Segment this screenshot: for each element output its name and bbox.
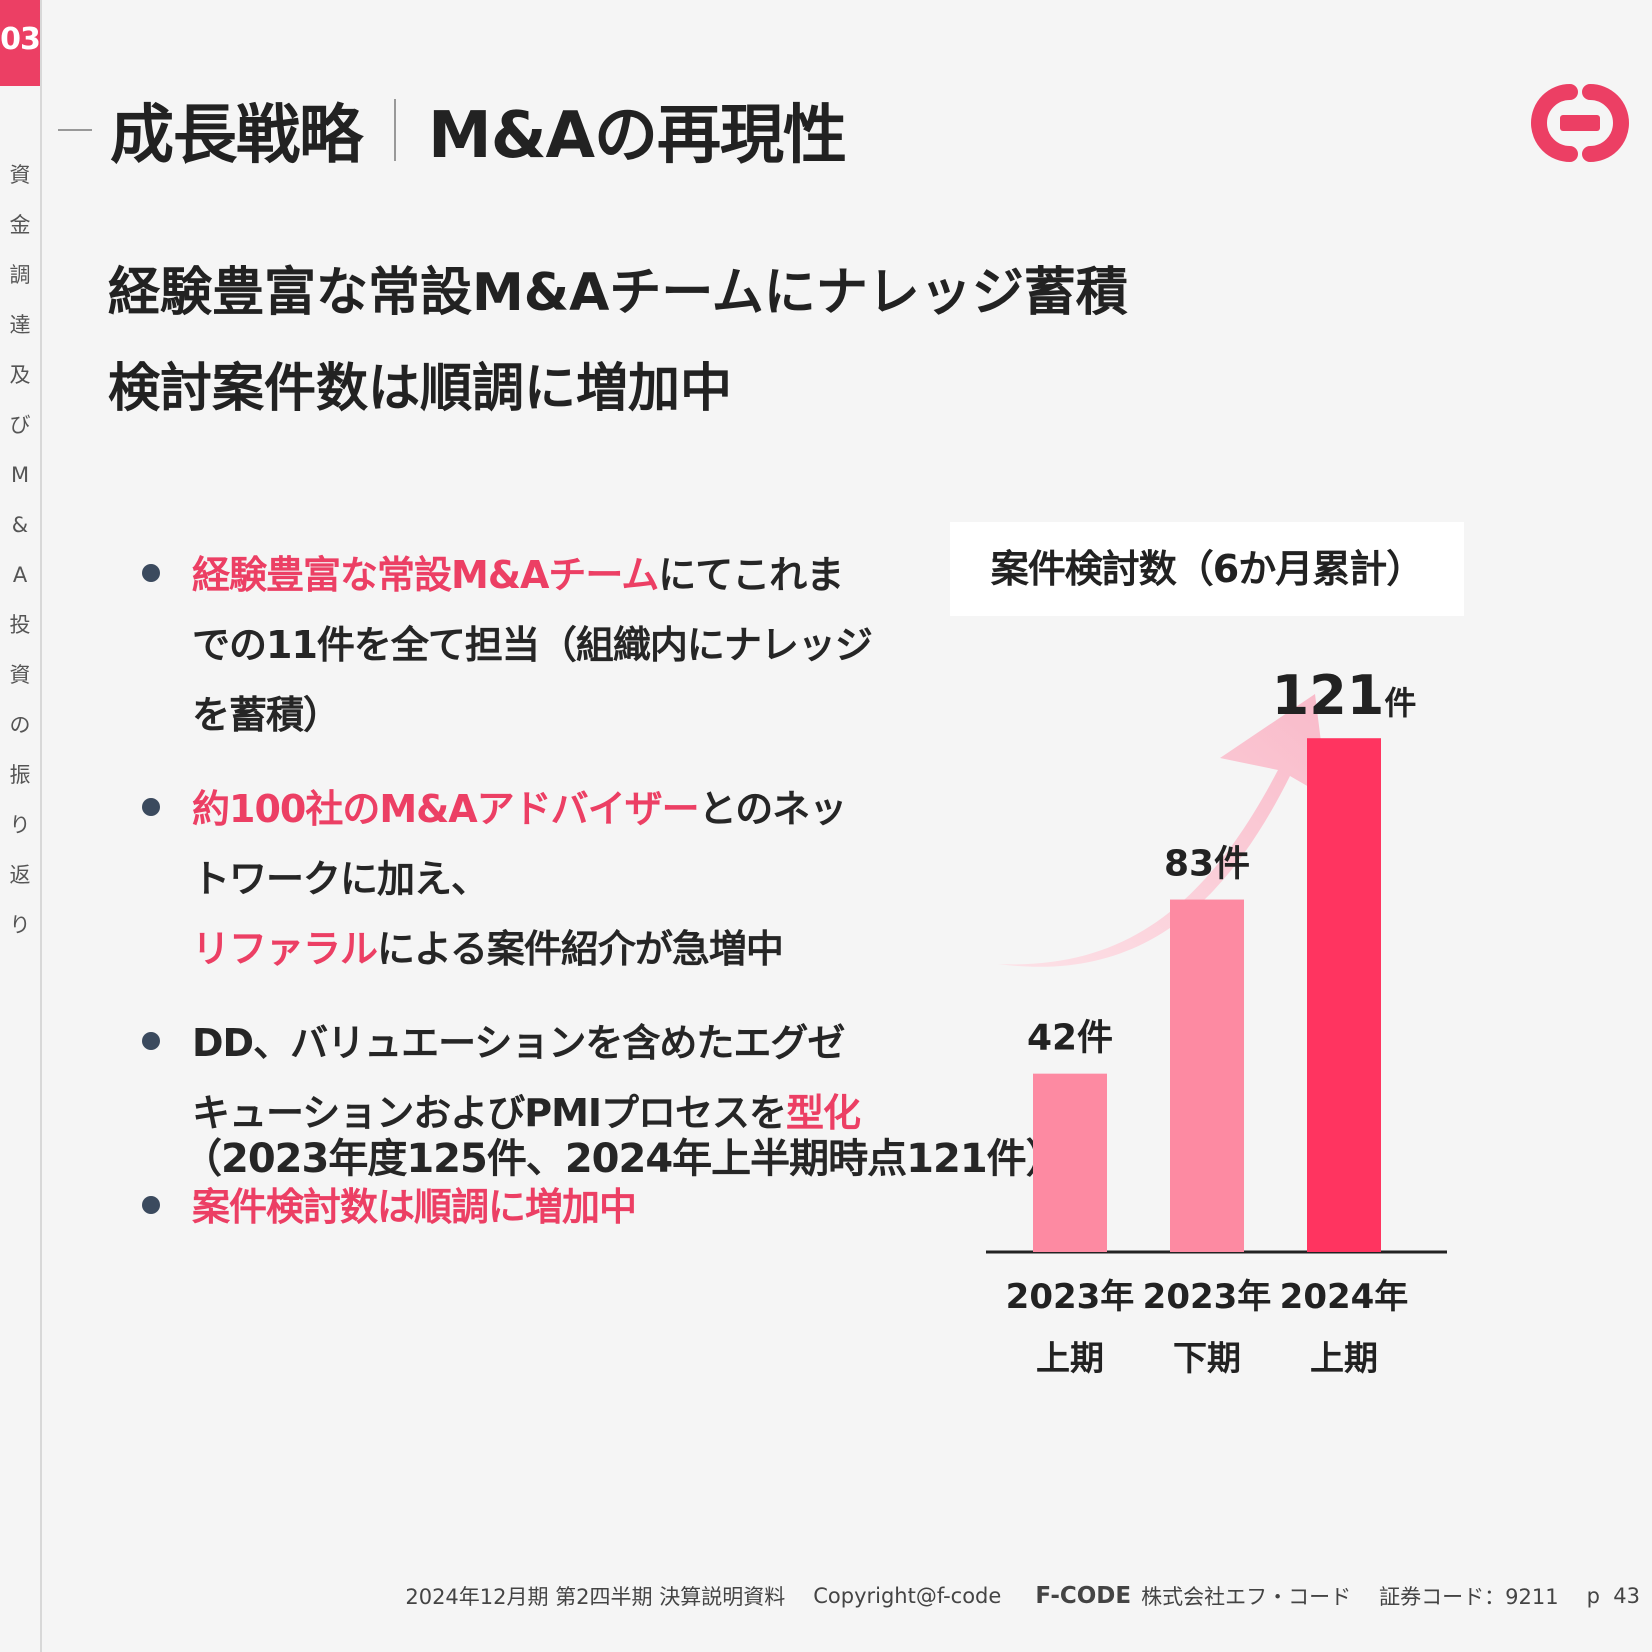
footer-brand: F-CODE bbox=[1035, 1583, 1132, 1609]
bullet-highlight: 経験豊富な常設M&Aチーム bbox=[192, 553, 659, 597]
bullet-text: による案件紹介が急増中 bbox=[377, 927, 784, 971]
footer: 2024年12月期 第2四半期 決算説明資料 Copyright@f-code … bbox=[405, 1572, 1640, 1620]
bullet-text: にてこれまでの11件を全て担当（組織内にナレッジを蓄積） bbox=[192, 553, 873, 737]
bar-2 bbox=[1307, 738, 1381, 1252]
footer-copyright: Copyright@f-code bbox=[813, 1584, 1002, 1608]
headline: 経験豊富な常設M&Aチームにナレッジ蓄積 検討案件数は順調に増加中 bbox=[108, 245, 1128, 437]
headline-line-1: 経験豊富な常設M&Aチームにナレッジ蓄積 bbox=[108, 263, 1128, 323]
vertical-label-char: 金 bbox=[9, 213, 31, 237]
vertical-label-char: A bbox=[12, 563, 28, 587]
bar-0 bbox=[1033, 1073, 1107, 1252]
footer-document: 2024年12月期 第2四半期 決算説明資料 bbox=[405, 1585, 786, 1609]
vertical-label-char: 及 bbox=[9, 363, 31, 387]
title-row: 成長戦略 M&Aの再現性 bbox=[58, 90, 847, 173]
bar-1 bbox=[1170, 899, 1244, 1252]
value-label-1: 83件 bbox=[1164, 844, 1250, 885]
footer-company: 株式会社エフ・コード bbox=[1141, 1585, 1352, 1609]
vertical-label-char: 投 bbox=[9, 613, 31, 637]
vertical-label-char: の bbox=[9, 713, 31, 737]
section-vertical-label: 資金調達及び M & A 投資の振り返り bbox=[0, 150, 40, 950]
footer-stock-code: 証券コード：9211 bbox=[1379, 1585, 1559, 1609]
category-label-1-0: 2023年 bbox=[1143, 1277, 1272, 1317]
category-label-2-0: 2024年 bbox=[1280, 1277, 1409, 1317]
vertical-label-char: 達 bbox=[9, 313, 31, 337]
page-title: 成長戦略 bbox=[110, 99, 363, 173]
headline-line-2: 検討案件数は順調に増加中 bbox=[108, 359, 733, 419]
bullet-item: 経験豊富な常設M&Aチームにてこれまでの11件を全て担当（組織内にナレッジを蓄積… bbox=[140, 540, 880, 750]
category-label-2-1: 上期 bbox=[1310, 1339, 1378, 1379]
bullet-list: 経験豊富な常設M&Aチームにてこれまでの11件を全て担当（組織内にナレッジを蓄積… bbox=[140, 540, 880, 1266]
note: （2023年度125件、2024年上半期時点121件） bbox=[182, 1136, 1066, 1182]
bullet-highlight: 型化 bbox=[786, 1091, 861, 1135]
f-code-logo-icon bbox=[1531, 84, 1629, 162]
category-label-1-1: 下期 bbox=[1173, 1339, 1241, 1379]
vertical-label-char: 資 bbox=[9, 163, 31, 187]
vertical-label-char: 調 bbox=[9, 263, 31, 287]
category-label-0-0: 2023年 bbox=[1006, 1277, 1135, 1317]
trend-arrow-icon bbox=[998, 694, 1328, 967]
vertical-label-char: & bbox=[11, 513, 29, 537]
bullet-item: 約100社のM&Aアドバイザーとのネットワークに加え、リファラルによる案件紹介が… bbox=[140, 774, 880, 984]
category-label-0-1: 上期 bbox=[1036, 1339, 1104, 1379]
bullet-highlight: 案件検討数は順調に増加中 bbox=[192, 1185, 637, 1229]
sidebar: 03 資金調達及び M & A 投資の振り返り bbox=[0, 0, 42, 1652]
bullet-highlight: 約100社のM&Aアドバイザー bbox=[192, 787, 700, 831]
value-label-2: 121件 bbox=[1272, 664, 1417, 727]
vertical-label-char: り bbox=[9, 913, 31, 937]
vertical-label-char: 返 bbox=[9, 863, 31, 887]
bullet-item: 案件検討数は順調に増加中 bbox=[140, 1172, 880, 1242]
vertical-label-char: 振 bbox=[9, 763, 31, 787]
title-separator bbox=[394, 99, 396, 161]
bullet-highlight: リファラル bbox=[192, 927, 378, 971]
section-number: 03 bbox=[0, 0, 41, 86]
bullet-item: DD、バリュエーションを含めたエグゼキューションおよびPMIプロセスを型化 bbox=[140, 1008, 880, 1148]
title-dash bbox=[58, 129, 92, 131]
bullet-text: DD、バリュエーションを含めたエグゼキューションおよびPMIプロセスを bbox=[192, 1021, 845, 1135]
vertical-label-char: 資 bbox=[9, 663, 31, 687]
page-subtitle: M&Aの再現性 bbox=[428, 99, 847, 173]
chart-title: 案件検討数（6か月累計） bbox=[950, 522, 1464, 616]
value-label-0: 42件 bbox=[1027, 1018, 1113, 1059]
vertical-label-char: M bbox=[10, 463, 30, 487]
footer-page-number: 43 bbox=[1613, 1584, 1640, 1608]
vertical-label-char: び bbox=[9, 413, 31, 437]
bullet-text: とのネットワークに加え、 bbox=[192, 787, 847, 901]
vertical-label-char: り bbox=[9, 813, 31, 837]
footer-page-prefix: p bbox=[1586, 1584, 1600, 1608]
